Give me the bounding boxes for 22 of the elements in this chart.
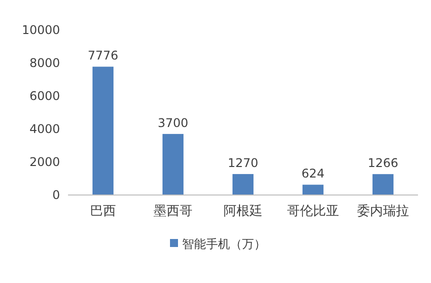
- x-tick-label: 阿根廷: [224, 204, 262, 219]
- bar: [372, 174, 394, 195]
- x-tick-label: 巴西: [90, 204, 116, 219]
- y-tick-label: 2000: [29, 155, 60, 169]
- y-tick-label: 0: [52, 188, 60, 202]
- y-tick-label: 6000: [29, 89, 60, 103]
- data-label: 1270: [228, 156, 258, 170]
- bar: [92, 66, 114, 195]
- y-tick-label: 8000: [29, 56, 60, 70]
- data-label: 1266: [368, 156, 398, 170]
- x-tick-label: 委内瑞拉: [357, 204, 409, 219]
- bar: [302, 184, 324, 195]
- bar: [162, 134, 184, 195]
- x-tick-label: 墨西哥: [154, 204, 192, 219]
- y-tick-label: 4000: [29, 122, 60, 136]
- legend-label: 智能手机（万）: [182, 237, 266, 251]
- data-label: 624: [302, 166, 324, 181]
- data-label: 7776: [88, 48, 118, 63]
- y-tick-label: 10000: [22, 23, 60, 37]
- data-label: 3700: [158, 116, 188, 130]
- bar: [232, 174, 254, 195]
- x-tick-label: 哥伦比亚: [287, 204, 339, 219]
